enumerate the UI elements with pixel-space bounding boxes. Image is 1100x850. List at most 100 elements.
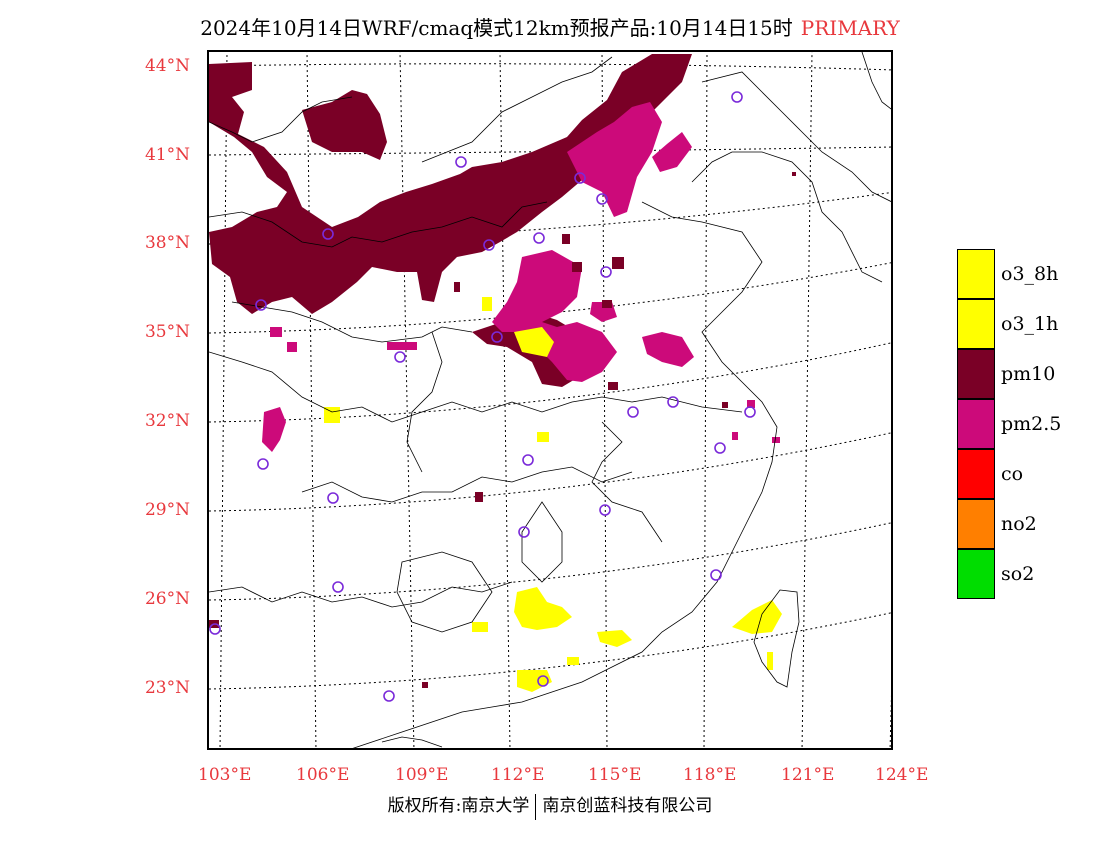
pm10-speck: [475, 492, 483, 502]
lon-label-106: 106°E: [296, 765, 350, 785]
o3-patch: [567, 657, 579, 665]
pm25-beijing-hebei: [567, 102, 662, 217]
taiwan-outline: [753, 589, 800, 688]
pm10-speck: [612, 257, 624, 269]
station-marker[interactable]: [599, 504, 611, 516]
station-marker[interactable]: [537, 675, 549, 687]
gridline-lon-118: [703, 52, 708, 748]
pm25-patch: [387, 342, 417, 350]
station-markers: [209, 91, 756, 702]
station-marker[interactable]: [731, 91, 743, 103]
lat-label-32: 32°N: [144, 411, 190, 431]
lon-label-118: 118°E: [683, 765, 737, 785]
station-marker[interactable]: [394, 351, 406, 363]
station-marker[interactable]: [327, 492, 339, 504]
title-text: 2024年10月14日WRF/cmaq模式12km预报产品:10月14日15时: [200, 16, 793, 40]
map-panel[interactable]: [207, 50, 893, 750]
gridline-lon-124: [889, 694, 891, 748]
province-boundaries: [209, 52, 891, 748]
station-marker[interactable]: [209, 623, 221, 635]
pm25-sichuan: [262, 407, 286, 452]
pm10-regions: [209, 54, 692, 387]
legend-item-co: co: [957, 449, 1100, 499]
pm25-patch: [772, 437, 780, 443]
gridline-lon-109: [399, 52, 415, 748]
boundary-line: [396, 551, 493, 633]
boundary-line: [301, 466, 633, 503]
lat-label-23: 23°N: [144, 678, 190, 698]
pm10-speck: [572, 262, 582, 272]
station-marker[interactable]: [255, 299, 267, 311]
legend-swatch-no2: [957, 499, 995, 549]
pm25-jiangsu: [642, 332, 694, 367]
legend-item-so2: so2: [957, 549, 1100, 599]
map-title: 2024年10月14日WRF/cmaq模式12km预报产品:10月14日15时 P…: [0, 12, 1100, 41]
legend-label-so2: so2: [1001, 563, 1035, 585]
boundary-line: [209, 351, 743, 423]
pm25-hebei-east: [652, 132, 692, 172]
gridline-lon-112: [499, 52, 511, 748]
legend-label-pm25: pm2.5: [1001, 413, 1062, 435]
legend-label-co: co: [1001, 463, 1024, 485]
station-marker[interactable]: [522, 454, 534, 466]
lon-label-109: 109°E: [395, 765, 449, 785]
boundary-line: [591, 421, 663, 543]
boundary-line: [209, 201, 548, 248]
legend-swatch-so2: [957, 549, 995, 599]
station-marker[interactable]: [596, 193, 608, 205]
legend-item-o3-1h: o3_1h: [957, 299, 1100, 349]
o3-patch: [537, 432, 549, 442]
station-marker[interactable]: [383, 690, 395, 702]
lat-label-38: 38°N: [144, 233, 190, 253]
station-marker[interactable]: [574, 172, 586, 184]
gridline-lat-41: [209, 146, 891, 156]
pm10-north-band: [209, 54, 692, 314]
o3-patch: [767, 652, 773, 670]
station-marker[interactable]: [710, 569, 722, 581]
legend-swatch-co: [957, 449, 995, 499]
legend-label-o3-8h: o3_8h: [1001, 263, 1059, 285]
o3-patch: [472, 622, 488, 632]
lon-label-115: 115°E: [588, 765, 642, 785]
copyright-footer: 版权所有:南京大学 南京创蓝科技有限公司: [0, 791, 1100, 820]
legend-swatch-pm10: [957, 349, 995, 399]
o3-taiwan-west: [732, 600, 782, 634]
legend-item-pm10: pm10: [957, 349, 1100, 399]
pm25-patch: [287, 342, 297, 352]
station-marker[interactable]: [744, 406, 756, 418]
legend-swatch-o3-8h: [957, 249, 995, 299]
gridline-lat-29: [209, 432, 891, 512]
station-marker[interactable]: [257, 458, 269, 470]
station-marker[interactable]: [455, 156, 467, 168]
station-marker[interactable]: [714, 442, 726, 454]
lat-label-41: 41°N: [144, 145, 190, 165]
boundary-line: [209, 96, 353, 143]
pm10-speck: [722, 402, 728, 408]
lon-label-121: 121°E: [781, 765, 835, 785]
pm10-speck: [792, 172, 796, 176]
boundary-line: [352, 201, 778, 748]
boundary-line: [701, 71, 891, 202]
legend-item-no2: no2: [957, 499, 1100, 549]
pm25-patch: [270, 327, 282, 337]
legend-item-pm25: pm2.5: [957, 399, 1100, 449]
legend-swatch-pm25: [957, 399, 995, 449]
station-marker[interactable]: [600, 266, 612, 278]
station-marker[interactable]: [483, 239, 495, 251]
pm10-speck: [422, 682, 428, 688]
pm10-speck: [454, 282, 460, 292]
station-marker[interactable]: [518, 526, 530, 538]
station-marker[interactable]: [491, 331, 503, 343]
o3-guangdong-east: [597, 630, 632, 647]
station-marker[interactable]: [627, 406, 639, 418]
station-marker[interactable]: [533, 232, 545, 244]
pm25-patch: [732, 432, 738, 440]
station-marker[interactable]: [667, 396, 679, 408]
o3-regions: [324, 297, 782, 692]
boundary-line: [691, 151, 883, 283]
station-marker[interactable]: [322, 228, 334, 240]
copyright-right: 南京创蓝科技有限公司: [542, 796, 713, 816]
station-marker[interactable]: [332, 581, 344, 593]
pm10-inner-mongolia: [302, 90, 387, 160]
gridline-lat-44: [209, 63, 891, 71]
